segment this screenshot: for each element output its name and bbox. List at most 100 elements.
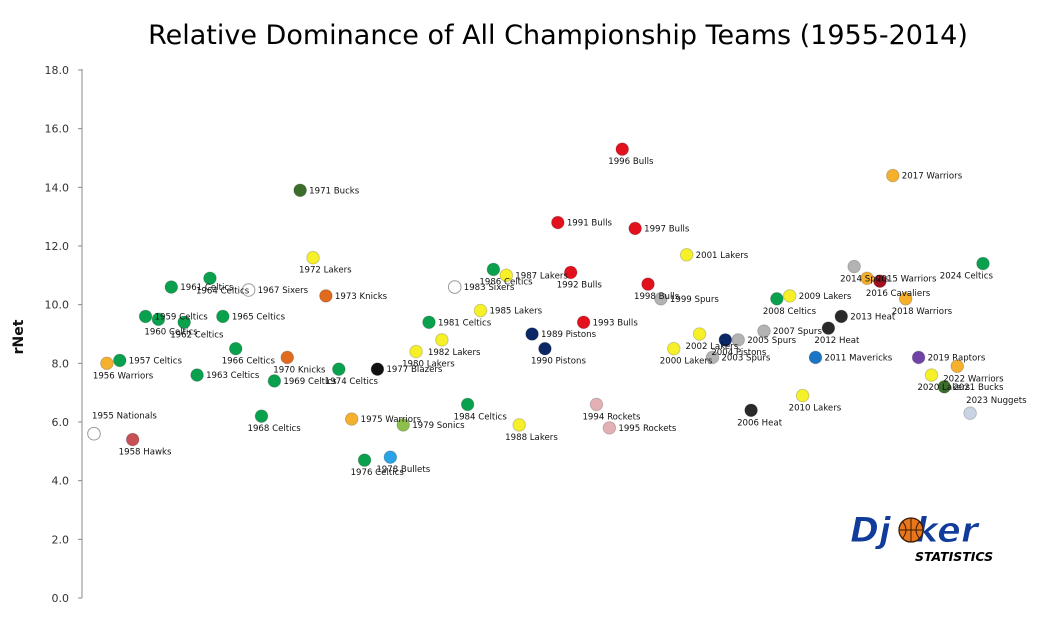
data-label: 1972 Lakers — [299, 266, 352, 276]
data-point — [705, 350, 720, 365]
data-label: 1994 Rockets — [582, 412, 640, 422]
data-point — [937, 380, 952, 394]
data-point — [280, 350, 295, 365]
data-point — [473, 303, 488, 318]
data-label: 1989 Pistons — [541, 330, 597, 340]
y-tick-label: 6.0 — [52, 416, 70, 429]
data-point — [112, 353, 127, 368]
data-point — [293, 183, 307, 198]
data-label: 2021 Bucks — [953, 383, 1004, 393]
data-label: 1956 Warriors — [93, 371, 154, 381]
data-point — [331, 362, 346, 377]
data-point — [409, 344, 423, 359]
data-label: 2014 Spurs — [840, 275, 889, 285]
data-point — [886, 168, 900, 183]
data-point — [563, 265, 578, 280]
data-point — [254, 409, 269, 423]
data-label: 2007 Spurs — [773, 327, 822, 337]
data-point — [267, 374, 282, 388]
y-axis-label: rNet — [11, 319, 27, 354]
data-label: 1961 Celtics — [180, 283, 234, 293]
data-label: 1997 Bulls — [644, 224, 690, 234]
data-point — [357, 453, 372, 467]
data-point — [370, 362, 385, 377]
data-point — [950, 359, 965, 374]
data-point — [525, 327, 539, 341]
data-point — [782, 289, 797, 303]
data-label: 2008 Celtics — [763, 307, 817, 317]
data-label: 1968 Celtics — [247, 424, 301, 434]
data-label: 1962 Celtics — [170, 330, 224, 340]
data-label: 1995 Rockets — [618, 424, 676, 434]
data-label: 1971 Bucks — [309, 186, 360, 196]
data-point — [679, 248, 694, 262]
data-point — [744, 403, 758, 418]
data-label: 1967 Sixers — [258, 286, 309, 296]
chart-title: Relative Dominance of All Championship T… — [148, 20, 968, 51]
data-label: 1991 Bulls — [567, 219, 613, 229]
data-label: 2011 Mavericks — [825, 353, 893, 363]
data-label: 2013 Heat — [850, 312, 896, 322]
data-label: 2004 Pistons — [711, 348, 767, 358]
data-point — [460, 397, 475, 412]
data-label: 1978 Bullets — [376, 465, 430, 475]
data-label: 2018 Warriors — [892, 307, 953, 317]
data-point — [602, 421, 617, 435]
y-tick-label: 8.0 — [52, 357, 70, 370]
data-label: 1983 Sixers — [464, 283, 515, 293]
data-label: 2005 Spurs — [747, 336, 796, 346]
data-point — [499, 268, 514, 283]
data-point — [100, 356, 114, 371]
y-tick-label: 12.0 — [45, 240, 70, 253]
data-point — [228, 341, 243, 356]
y-tick-label: 10.0 — [45, 299, 70, 312]
data-point — [898, 292, 913, 306]
data-point — [216, 309, 230, 324]
data-label: 2022 Warriors — [943, 374, 1004, 384]
y-tick-label: 2.0 — [52, 533, 70, 546]
data-point — [718, 333, 733, 347]
data-label: 1974 Celtics — [325, 377, 379, 387]
data-point — [319, 289, 333, 303]
data-label: 1973 Knicks — [335, 292, 388, 302]
data-label: 1966 Celtics — [222, 357, 276, 367]
data-label: 2001 Lakers — [696, 251, 749, 261]
data-label: 1970 Knicks — [273, 365, 326, 375]
data-point — [203, 271, 217, 286]
data-label: 1981 Celtics — [438, 318, 492, 328]
data-label: 2003 Spurs — [721, 353, 770, 363]
data-point — [177, 315, 191, 330]
data-point — [383, 450, 398, 465]
logo-text-pre: Dj — [850, 511, 892, 551]
data-label: 1960 Celtics — [144, 327, 198, 337]
data-label: 2024 Celtics — [940, 272, 994, 282]
data-point — [808, 350, 823, 365]
data-label: 1976 Celtics — [351, 468, 405, 478]
data-label: 2023 Nuggets — [966, 396, 1027, 406]
data-point — [344, 412, 359, 426]
data-label: 1986 Celtics — [479, 277, 533, 287]
logo: Dj ker STATISTICS — [850, 511, 994, 565]
data-labels: 1955 Nationals 1956 Warriors 1957 Celtics 1… — [92, 157, 1027, 478]
data-point — [138, 309, 153, 324]
data-label: 1959 Celtics — [155, 312, 209, 322]
data-point — [641, 277, 655, 291]
data-point — [847, 259, 861, 274]
data-point — [911, 350, 926, 365]
data-label: 2019 Raptors — [928, 353, 986, 363]
data-label: 1969 Celtics — [283, 377, 337, 387]
data-point — [447, 280, 462, 294]
data-point — [589, 397, 604, 412]
y-tick-label: 18.0 — [45, 64, 70, 77]
data-point — [435, 333, 449, 347]
data-point — [538, 341, 552, 356]
data-label: 1990 Pistons — [531, 357, 587, 367]
data-label: 1977 Blazers — [386, 365, 442, 375]
data-point — [486, 262, 501, 277]
basketball-icon — [898, 517, 924, 543]
data-point — [770, 292, 784, 306]
logo-subtitle: STATISTICS — [915, 549, 993, 564]
data-point — [241, 283, 256, 297]
